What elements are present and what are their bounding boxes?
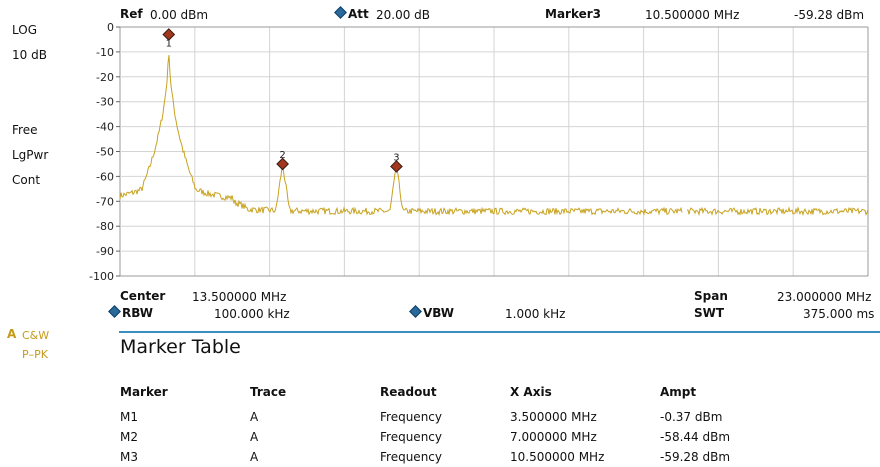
y-tick-label: -80 [96,220,114,233]
col-header-readout: Readout [380,385,437,399]
y-tick-label: -20 [96,71,114,84]
scale-type: LOG [12,23,38,37]
y-tick-label: -70 [96,195,114,208]
col-header-ampt: Ampt [660,385,697,399]
cell-ampt: -0.37 dBm [660,410,723,424]
y-tick-label: -100 [89,270,114,283]
plot-grid [119,26,869,277]
vbw-label: VBW [423,306,455,320]
cell-ampt: -59.28 dBm [660,450,731,464]
rbw-diamond-icon [108,305,121,318]
marker-diamond [162,28,176,41]
y-tick-label: -30 [96,96,114,109]
cell-x-axis: 3.500000 MHz [510,410,597,424]
rbw-control[interactable]: RBW [108,305,153,320]
vbw-diamond-icon [409,305,422,318]
y-tick-label: 0 [107,21,114,34]
cell-trace: A [250,450,259,464]
y-tick-label: -60 [96,170,114,183]
y-tick-label: -40 [96,121,114,134]
spectrum-trace [119,54,869,217]
span-value: 23.000000 MHz [777,290,872,304]
cell-readout: Frequency [380,450,442,464]
cell-marker: M2 [120,430,138,444]
y-tick-label: -50 [96,146,114,159]
marker-table-title: Marker Table [120,336,241,358]
cell-readout: Frequency [380,410,442,424]
marker-label: 1 [166,38,172,49]
ref-value: 0.00 dBm [150,8,209,22]
swt-label: SWT [694,306,725,320]
rbw-label: RBW [122,306,153,320]
section-divider [119,331,880,333]
trace-mode: C&W [22,329,50,342]
trigger-mode: Free [12,123,38,137]
marker-diamond [390,160,403,173]
att-value: 20.00 dB [376,8,431,22]
cell-trace: A [250,430,259,444]
rbw-value: 100.000 kHz [214,307,290,321]
marker-diamond [276,157,289,171]
ref-label: Ref [120,7,143,21]
att-control[interactable]: Att [334,6,369,21]
cell-readout: Frequency [380,430,442,444]
swt-value: 375.000 ms [803,307,875,321]
cell-ampt: -58.44 dBm [660,430,731,444]
y-axis-ticks: 0 -10 -20 -30 -40 -50 -60 -70 -80 -90 -100 [89,21,120,283]
trace-letter: A [7,327,17,341]
center-value: 13.500000 MHz [192,290,287,304]
scale-per-division: 10 dB [12,48,47,62]
average-type: LgPwr [12,148,49,162]
plot-markers: 1 2 3 [162,28,403,173]
col-header-trace: Trace [250,385,287,399]
active-marker-amplitude: -59.28 dBm [794,8,865,22]
cell-trace: A [250,410,259,424]
col-header-marker: Marker [120,385,168,399]
cell-x-axis: 7.000000 MHz [510,430,597,444]
y-tick-label: -90 [96,245,114,258]
marker-label: 2 [279,150,285,161]
marker-label: 3 [393,152,399,163]
spectrum-plot: 0 -10 -20 -30 -40 -50 -60 -70 -80 -90 -100 1 2 3 [89,21,869,283]
y-tick-label: -10 [96,46,114,59]
att-label: Att [348,7,369,21]
center-label: Center [120,289,166,303]
active-marker-label: Marker3 [545,7,602,21]
vbw-control[interactable]: VBW [409,305,455,320]
vbw-value: 1.000 kHz [505,307,566,321]
sweep-mode: Cont [12,173,41,187]
cell-x-axis: 10.500000 MHz [510,450,605,464]
detector-mode: P–PK [22,348,48,361]
span-label: Span [694,289,728,303]
cell-marker: M1 [120,410,138,424]
col-header-x-axis: X Axis [510,385,552,399]
active-marker-frequency: 10.500000 MHz [645,8,740,22]
cell-marker: M3 [120,450,138,464]
